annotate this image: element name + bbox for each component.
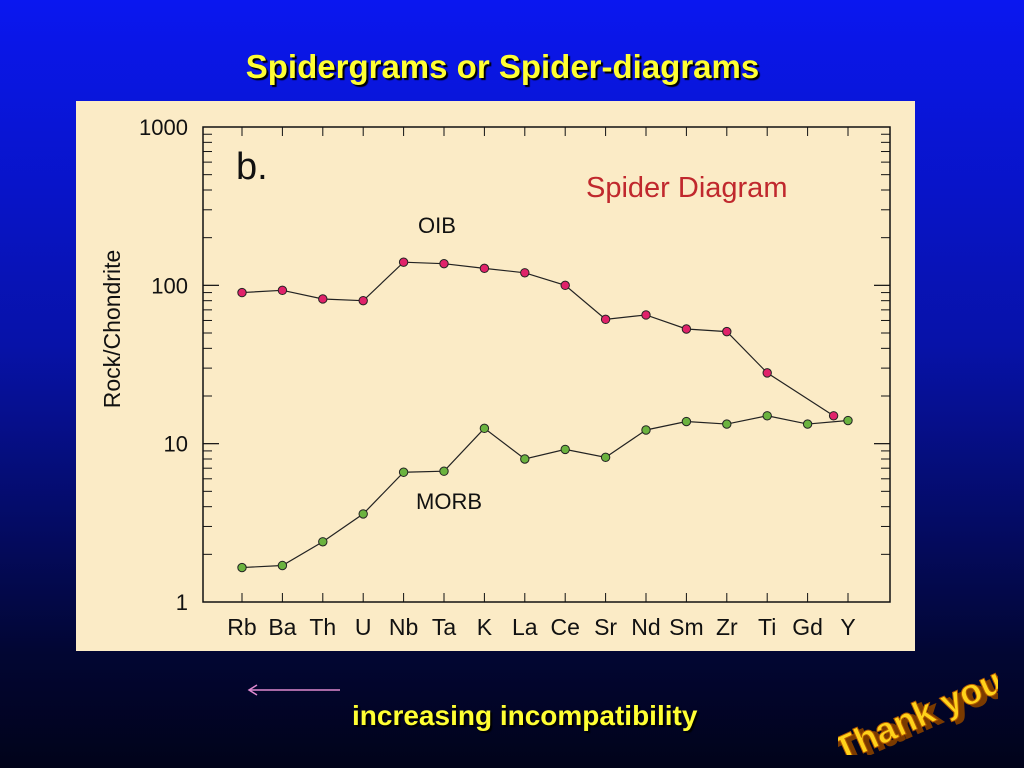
y-tick-labels: 1 10 100 1000 [139, 115, 188, 615]
morb-data-point [398, 467, 409, 477]
plot-frame [202, 126, 891, 603]
y-tick-label: 100 [151, 273, 188, 298]
x-tick-label: Nb [389, 614, 418, 640]
oib-data-point [560, 280, 570, 291]
oib-data-point [237, 287, 247, 298]
morb-data-point [520, 454, 530, 464]
x-tick-label: Ti [758, 614, 776, 640]
x-tick-label: Sm [669, 614, 704, 640]
morb-data-point [802, 419, 813, 429]
oib-data-point [358, 295, 368, 306]
x-tick-label: Y [840, 614, 855, 640]
chart-panel: 1 10 100 1000 Rb Ba Th U Nb Ta K La Ce Sr Nd Sm Zr Ti Gd Y… [76, 101, 915, 651]
x-tick-label: K [477, 614, 493, 640]
x-tick-label: Zr [716, 614, 738, 640]
oib-data-point [439, 258, 449, 269]
morb-data-point [641, 425, 651, 435]
morb-data-point [762, 411, 772, 421]
morb-data-point [681, 416, 692, 427]
oib-data-point [398, 257, 409, 267]
x-tick-label: Sr [594, 614, 617, 640]
oib-data-point [762, 368, 772, 378]
oib-data-point [318, 294, 328, 304]
axes-frame [202, 126, 891, 603]
oib-data-point [681, 324, 692, 334]
spider-diagram-chart: 1 10 100 1000 Rb Ba Th U Nb Ta K La Ce Sr Nd Sm Zr Ti Gd Y… [99, 115, 891, 640]
panel-label: b. [236, 146, 268, 188]
slide-title: Spidergrams or Spider-diagrams [245, 48, 760, 85]
x-tick-label: Ce [550, 614, 579, 640]
morb-series-line [241, 415, 849, 569]
series-lines [237, 257, 853, 573]
x-tick-labels: Rb Ba Th U Nb Ta K La Ce Sr Nd Sm Zr Ti Gd Y [227, 614, 855, 640]
morb-series-label: MORB [416, 489, 482, 514]
morb-data-point [277, 560, 288, 571]
morb-data-point [843, 415, 853, 426]
oib-data-point [600, 314, 611, 325]
morb-data-point [439, 466, 449, 476]
x-tick-label: Nd [631, 614, 660, 640]
oib-data-point [828, 411, 839, 421]
morb-data-point [722, 419, 732, 429]
chart-title: Spider Diagram [586, 172, 787, 204]
x-tick-label: Gd [792, 614, 823, 640]
oib-data-point [479, 263, 490, 274]
oib-data-point [722, 326, 732, 337]
y-axis-label: Rock/Chondrite [99, 250, 125, 409]
oib-data-point [641, 310, 651, 320]
morb-data-point [560, 444, 570, 455]
x-tick-label: Ba [268, 614, 296, 640]
oib-series-line [241, 261, 834, 417]
y-tick-label: 1 [176, 590, 188, 615]
x-tick-label: U [355, 614, 372, 640]
morb-data-point [600, 452, 611, 463]
morb-data-point [479, 423, 490, 434]
oib-data-point [520, 268, 530, 278]
thank-you-logo: Thank you Thank you [838, 665, 998, 755]
x-tick-label: La [512, 614, 538, 640]
incompatibility-arrow [247, 684, 340, 696]
x-tick-label: Th [309, 614, 336, 640]
oib-data-point [277, 285, 288, 296]
x-tick-label: Ta [432, 614, 457, 640]
y-tick-label: 1000 [139, 115, 188, 140]
morb-data-point [358, 509, 368, 519]
y-tick-label: 10 [164, 432, 188, 457]
morb-data-point [237, 562, 247, 573]
morb-data-point [318, 537, 328, 547]
oib-series-label: OIB [418, 213, 456, 238]
x-tick-label: Rb [227, 614, 256, 640]
incompatibility-caption: increasing incompatibility [352, 700, 698, 731]
